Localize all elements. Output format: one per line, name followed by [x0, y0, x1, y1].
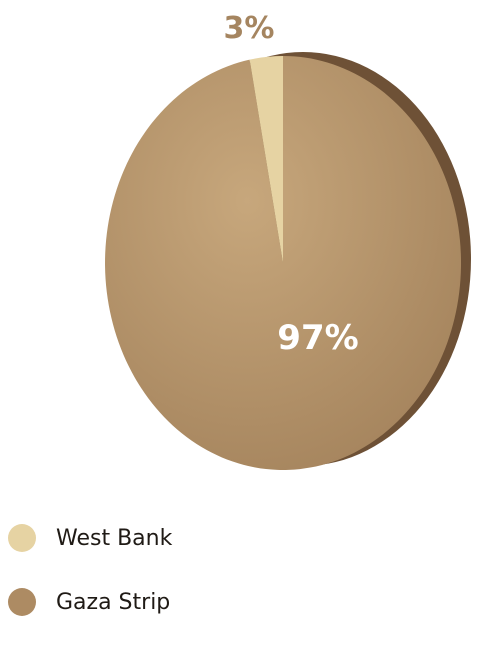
pie-slice-west-bank [249, 56, 283, 263]
pie-slice-gaza-strip [105, 55, 462, 470]
legend-label-gaza-strip: Gaza Strip [56, 589, 171, 615]
legend-item-gaza-strip: Gaza Strip [8, 584, 172, 620]
pie-chart: 3% 97% [105, 11, 471, 470]
legend-swatch-gaza-strip [8, 588, 36, 616]
legend: West Bank Gaza Strip [8, 520, 172, 648]
pie-group [105, 52, 471, 470]
data-labels: 3% 97% [224, 11, 359, 358]
legend-label-west-bank: West Bank [56, 525, 173, 551]
legend-swatch-west-bank [8, 524, 36, 552]
data-label-gaza-strip: 97% [277, 318, 358, 358]
legend-item-west-bank: West Bank [8, 520, 172, 556]
data-label-west-bank: 3% [224, 11, 275, 46]
